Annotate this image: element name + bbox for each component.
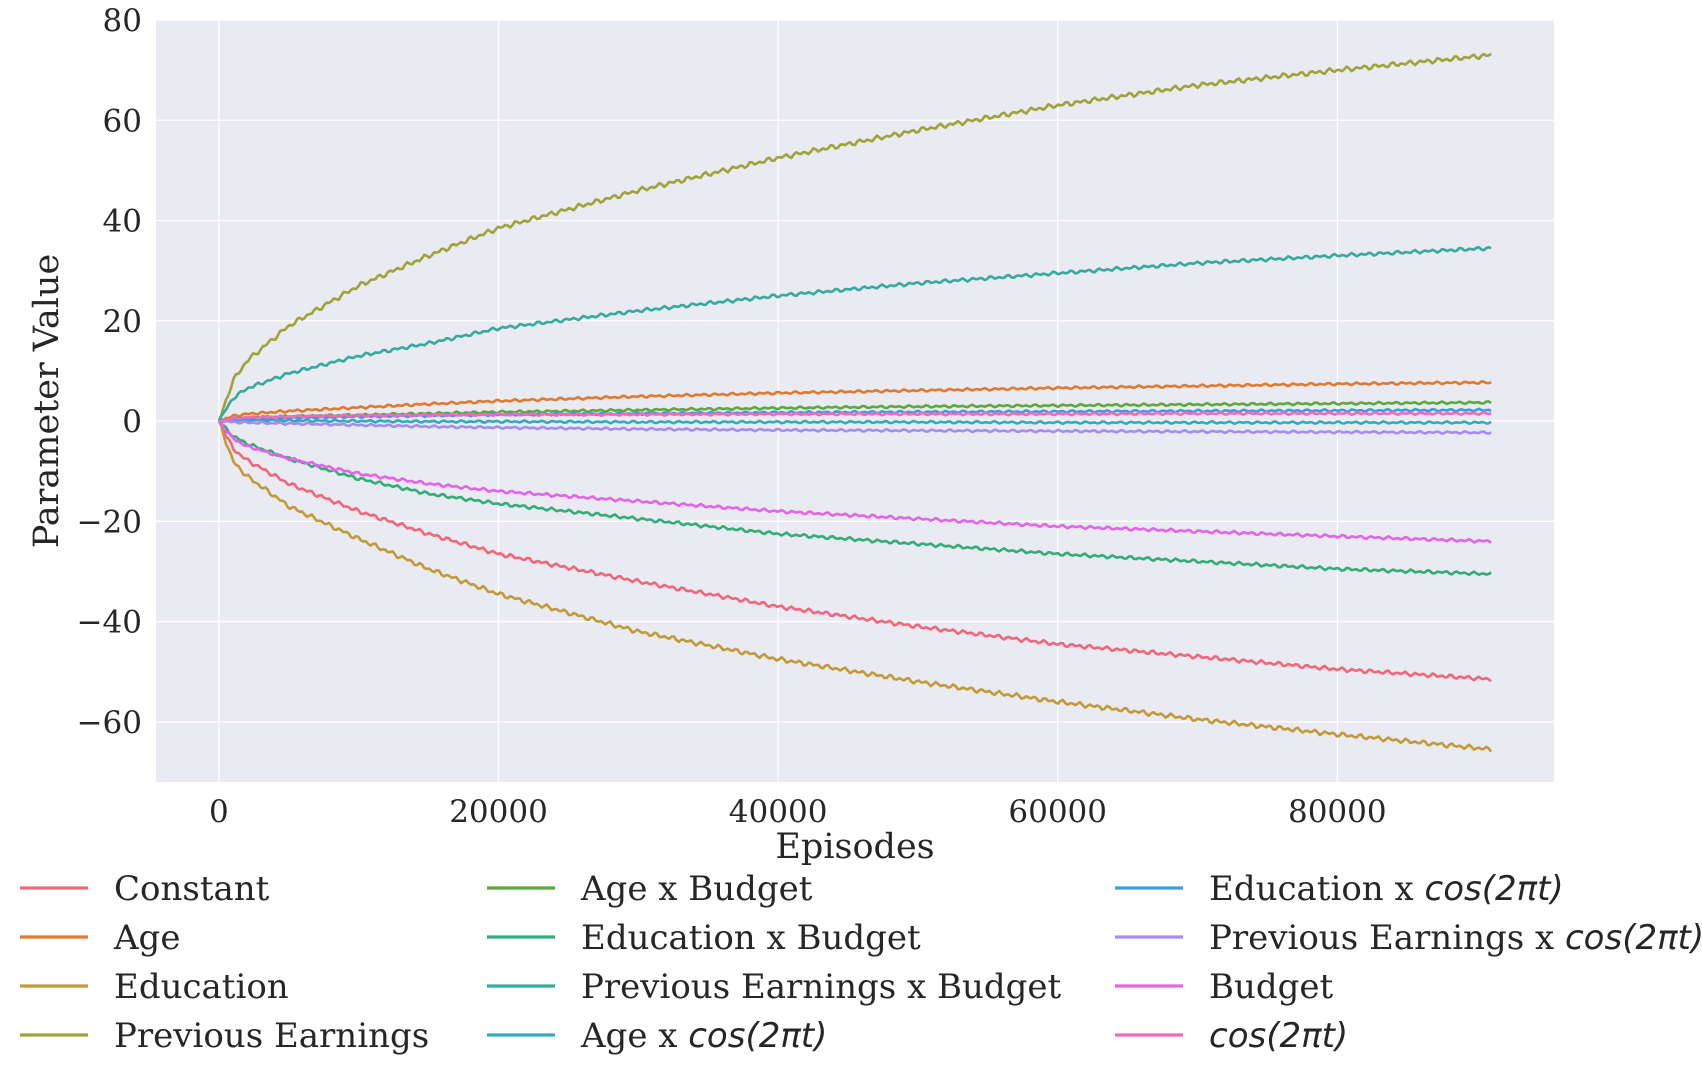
- legend-label: Budget: [1209, 967, 1334, 1007]
- series-line-9: [218, 419, 1492, 435]
- series-line-6: [217, 245, 1492, 422]
- series-lines: [217, 52, 1493, 753]
- legend-label-text: Previous Earnings: [114, 1016, 429, 1056]
- x-tick-label: 60000: [1008, 794, 1107, 830]
- x-tick-label: 80000: [1288, 794, 1387, 830]
- y-tick-label: 80: [103, 3, 142, 39]
- legend-label: Constant: [114, 869, 270, 909]
- legend-label: Previous Earnings x cos(2πt): [1209, 918, 1702, 958]
- series-line-10: [218, 420, 1492, 544]
- y-tick-label: −60: [77, 705, 142, 741]
- legend-label-text: Education: [114, 967, 289, 1007]
- legend-label-text: Budget: [1209, 967, 1334, 1007]
- legend-label: Age x cos(2πt): [580, 1016, 827, 1056]
- legend-label: Previous Earnings: [114, 1016, 429, 1056]
- legend-label-text: Constant: [114, 869, 270, 909]
- legend-label-text: Age x: [580, 1016, 688, 1056]
- x-tick-label: 40000: [729, 794, 828, 830]
- tick-labels: 0 20000 40000 60000 80000 80 60 40 20 0 −20 −40 −60: [77, 3, 1387, 830]
- series-line-2: [217, 420, 1493, 753]
- series-line-7: [218, 417, 1492, 426]
- legend-label: Previous Earnings x Budget: [581, 967, 1062, 1007]
- legend-label: Education: [114, 967, 289, 1007]
- y-tick-label: 40: [103, 204, 142, 240]
- x-axis-title: Episodes: [775, 827, 934, 867]
- y-tick-label: 20: [103, 304, 142, 340]
- series-line-1: [218, 380, 1492, 423]
- legend: Constant Age Education Previous Earnings Age…: [20, 869, 1702, 1056]
- legend-label: cos(2πt): [1209, 1016, 1348, 1056]
- legend-label-math: cos(2πt): [1209, 1016, 1348, 1056]
- legend-label-text: Age x Budget: [580, 869, 813, 909]
- legend-label-math: cos(2πt): [1425, 869, 1564, 909]
- plot-area: [156, 20, 1554, 782]
- legend-label-text: Education x Budget: [581, 918, 921, 958]
- legend-label-math: cos(2πt): [688, 1016, 827, 1056]
- legend-label: Age x Budget: [580, 869, 813, 909]
- series-line-0: [217, 420, 1492, 683]
- y-tick-label: 0: [122, 404, 142, 440]
- series-line-11: [218, 411, 1492, 423]
- y-axis-title: Parameter Value: [27, 254, 67, 548]
- legend-label-text: Previous Earnings x Budget: [581, 967, 1062, 1007]
- legend-label: Age: [113, 918, 180, 958]
- legend-label: Education x Budget: [581, 918, 921, 958]
- y-tick-label: −20: [77, 504, 142, 540]
- x-tick-label: 0: [209, 794, 229, 830]
- y-tick-label: −40: [77, 605, 142, 641]
- legend-label-text: Education x: [1209, 869, 1425, 909]
- legend-label-text: Age: [113, 918, 180, 958]
- y-tick-label: 60: [103, 103, 142, 139]
- series-line-5: [217, 420, 1492, 577]
- legend-label-text: Previous Earnings x: [1209, 918, 1565, 958]
- x-tick-label: 20000: [449, 794, 548, 830]
- legend-label: Education x cos(2πt): [1209, 869, 1564, 909]
- series-line-3: [217, 52, 1492, 422]
- legend-label-math: cos(2πt): [1565, 918, 1702, 958]
